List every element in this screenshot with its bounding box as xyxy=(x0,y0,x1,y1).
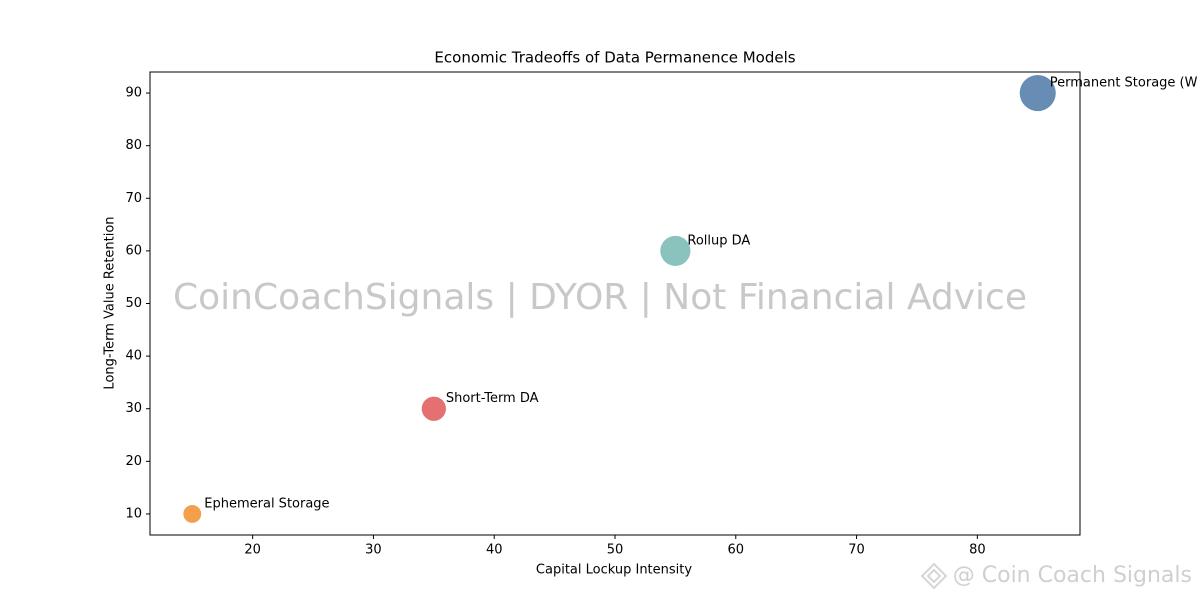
bubble xyxy=(1019,75,1056,112)
y-tick-label: 20 xyxy=(125,454,142,469)
footer-logo xyxy=(920,562,948,590)
y-tick-label: 70 xyxy=(125,191,142,206)
x-tick-label: 50 xyxy=(607,543,624,558)
bubble xyxy=(183,505,202,523)
logo-icon xyxy=(926,568,942,584)
chart-title: Economic Tradeoffs of Data Permanence Mo… xyxy=(434,49,795,67)
y-tick-label: 10 xyxy=(125,506,142,521)
logo-icon xyxy=(920,562,948,590)
y-tick-label: 50 xyxy=(125,296,142,311)
x-tick-label: 30 xyxy=(365,543,382,558)
point-label: Rollup DA xyxy=(687,233,750,248)
bubble xyxy=(421,396,446,421)
x-tick-label: 40 xyxy=(486,543,503,558)
x-tick-label: 80 xyxy=(969,543,986,558)
y-axis-label: Long-Term Value Retention xyxy=(103,216,118,389)
y-tick-label: 40 xyxy=(125,349,142,364)
y-tick-label: 30 xyxy=(125,401,142,416)
y-tick-label: 90 xyxy=(125,86,142,101)
bubble xyxy=(660,235,691,266)
y-tick-label: 60 xyxy=(125,243,142,258)
point-label: Ephemeral Storage xyxy=(204,496,329,511)
point-label: Permanent Storage (W xyxy=(1050,76,1198,91)
footer-watermark: @ Coin Coach Signals xyxy=(953,563,1192,588)
plot-area: Ephemeral Storage Short-Term DA Rollup DA P… xyxy=(183,75,1198,523)
point-label: Short-Term DA xyxy=(446,391,539,406)
x-tick-label: 70 xyxy=(848,543,865,558)
x-tick-label: 60 xyxy=(728,543,745,558)
y-tick-label: 80 xyxy=(125,138,142,153)
x-tick-label: 20 xyxy=(244,543,261,558)
x-axis-label: Capital Lockup Intensity xyxy=(536,563,692,578)
watermark: CoinCoachSignals | DYOR | Not Financial … xyxy=(173,277,1027,318)
